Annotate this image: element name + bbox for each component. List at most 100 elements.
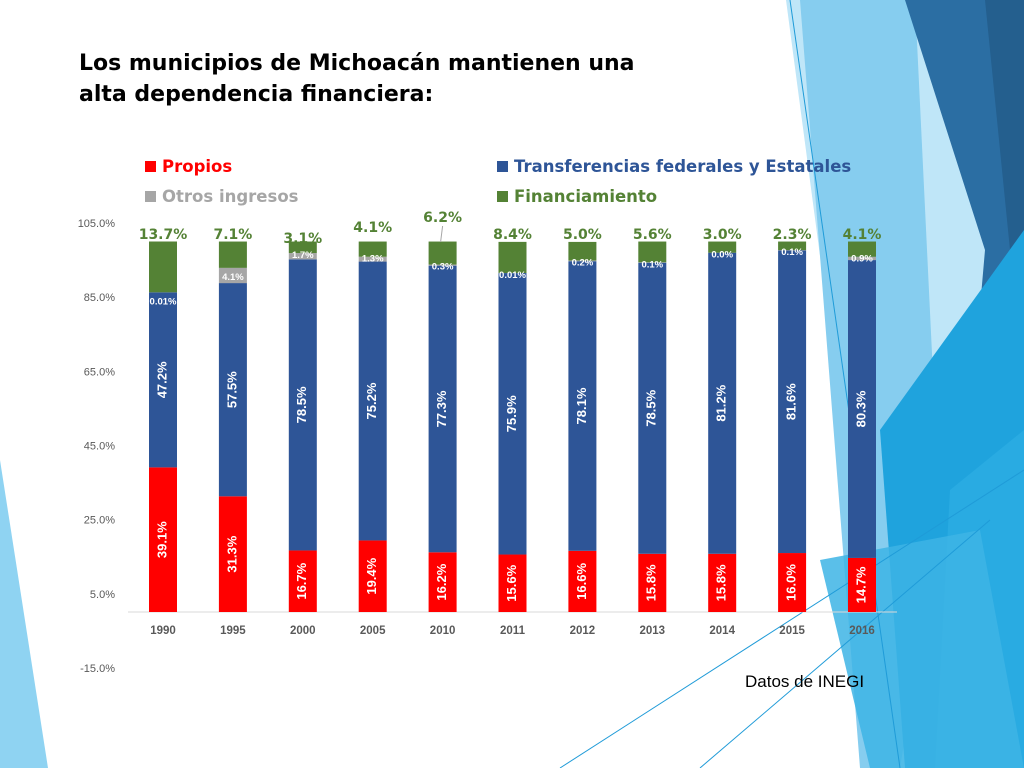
bar-propios-2016 bbox=[848, 557, 876, 612]
label-leader-line bbox=[440, 225, 444, 243]
data-label-propios-1990: 39.1% bbox=[154, 521, 169, 558]
data-label-financiamiento-2013: 5.6% bbox=[633, 227, 672, 243]
bar-propios-2012 bbox=[568, 550, 597, 612]
legend-swatch-otros bbox=[145, 191, 156, 202]
data-label-otros-2010: 0.3% bbox=[432, 262, 454, 273]
bar-otros-2005 bbox=[358, 256, 387, 262]
legend-item-otros: Otros ingresos bbox=[145, 187, 298, 206]
legend-label-financiamiento: Financiamiento bbox=[514, 187, 658, 206]
data-label-otros-2015: 0.1% bbox=[781, 247, 803, 258]
data-label-propios-2012: 16.6% bbox=[574, 563, 589, 600]
bar-propios-2000 bbox=[288, 550, 317, 612]
data-label-transferencias-2015: 81.6% bbox=[784, 383, 799, 420]
bar-otros-2016 bbox=[848, 256, 876, 261]
data-label-financiamiento-2011: 8.4% bbox=[493, 227, 532, 243]
data-label-propios-2013: 15.8% bbox=[644, 564, 659, 601]
bar-propios-1990 bbox=[149, 467, 177, 612]
data-label-propios-2014: 15.8% bbox=[714, 564, 729, 601]
data-label-financiamiento-2014: 3.0% bbox=[703, 227, 742, 243]
data-label-otros-1995: 4.1% bbox=[222, 272, 244, 283]
y-tick-label: 105.0% bbox=[78, 218, 116, 230]
legend-label-otros: Otros ingresos bbox=[162, 187, 299, 206]
legend-swatch-transferencias bbox=[497, 161, 508, 172]
data-label-transferencias-1995: 57.5% bbox=[224, 371, 239, 408]
legend-item-transferencias: Transferencias federales y Estatales bbox=[497, 157, 851, 176]
data-label-transferencias-2011: 75.9% bbox=[504, 395, 519, 432]
bar-financiamiento-2016 bbox=[848, 241, 876, 257]
bar-financiamiento-1995 bbox=[218, 241, 247, 268]
bar-propios-2011 bbox=[498, 554, 527, 612]
data-label-propios-2010: 16.2% bbox=[434, 563, 449, 600]
decor-thin-line bbox=[789, 0, 901, 768]
data-label-otros-1990: 0.01% bbox=[150, 296, 177, 307]
bar-propios-2005 bbox=[358, 540, 387, 612]
bar-propios-1995 bbox=[218, 496, 247, 612]
slide-title: Los municipios de Michoacán mantienen un… bbox=[79, 48, 699, 110]
bar-transferencias-2000 bbox=[288, 259, 317, 551]
y-tick-label: 85.0% bbox=[84, 292, 115, 304]
bar-otros-2012 bbox=[568, 260, 597, 262]
bar-propios-2013 bbox=[638, 553, 667, 612]
bar-transferencias-1995 bbox=[218, 283, 247, 497]
bar-propios-2014 bbox=[708, 553, 737, 612]
y-tick-label: 25.0% bbox=[84, 515, 115, 527]
bar-transferencias-2012 bbox=[568, 261, 597, 551]
bar-otros-2000 bbox=[288, 253, 317, 260]
x-tick-label: 2016 bbox=[849, 625, 875, 637]
x-tick-label: 2011 bbox=[500, 625, 526, 637]
bar-transferencias-2013 bbox=[638, 262, 667, 554]
data-label-otros-2011: 0.01% bbox=[499, 270, 526, 281]
bar-financiamiento-2013 bbox=[638, 241, 667, 263]
legend-label-transferencias: Transferencias federales y Estatales bbox=[514, 157, 852, 176]
bar-financiamiento-2000 bbox=[288, 241, 317, 254]
data-label-otros-2016: 0.9% bbox=[851, 254, 873, 265]
data-label-financiamiento-2000: 3.1% bbox=[283, 231, 322, 247]
bar-otros-1995 bbox=[218, 267, 247, 284]
data-label-transferencias-2012: 78.1% bbox=[574, 387, 589, 424]
x-tick-label: 1995 bbox=[220, 625, 246, 637]
bar-propios-2010 bbox=[428, 552, 457, 612]
x-tick-label: 2013 bbox=[640, 625, 666, 637]
data-label-propios-2005: 19.4% bbox=[364, 557, 379, 594]
data-label-financiamiento-1995: 7.1% bbox=[213, 227, 252, 243]
data-label-financiamiento-2012: 5.0% bbox=[563, 227, 602, 243]
data-label-otros-2000: 1.7% bbox=[292, 250, 314, 261]
bar-transferencias-2010 bbox=[428, 265, 457, 553]
data-label-propios-1995: 31.3% bbox=[224, 535, 239, 572]
data-label-financiamiento-2015: 2.3% bbox=[773, 227, 812, 243]
x-tick-label: 2012 bbox=[570, 625, 596, 637]
bar-transferencias-2014 bbox=[708, 252, 737, 554]
bar-financiamiento-2005 bbox=[358, 241, 387, 257]
legend-item-propios: Propios bbox=[145, 157, 232, 176]
x-tick-label: 2010 bbox=[430, 625, 456, 637]
y-tick-label: 5.0% bbox=[90, 589, 115, 601]
bar-financiamiento-2015 bbox=[778, 241, 807, 251]
data-label-otros-2014: 0.0% bbox=[711, 250, 733, 261]
bar-transferencias-1990 bbox=[149, 292, 177, 468]
data-label-transferencias-2005: 75.2% bbox=[364, 382, 379, 419]
x-tick-label: 2014 bbox=[709, 625, 735, 637]
x-tick-label: 2015 bbox=[779, 625, 805, 637]
data-label-otros-2012: 0.2% bbox=[572, 257, 594, 268]
decor-thin-line-3 bbox=[699, 519, 991, 768]
data-label-propios-2016: 14.7% bbox=[853, 566, 868, 603]
data-label-transferencias-2000: 78.5% bbox=[294, 386, 309, 423]
data-label-otros-2005: 1.3% bbox=[362, 254, 384, 265]
data-label-transferencias-2016: 80.3% bbox=[853, 390, 868, 427]
bar-financiamiento-2012 bbox=[568, 241, 597, 261]
data-label-otros-2013: 0.1% bbox=[641, 259, 663, 270]
data-label-propios-2000: 16.7% bbox=[294, 562, 309, 599]
data-label-transferencias-1990: 47.2% bbox=[154, 361, 169, 398]
x-tick-label: 2005 bbox=[360, 625, 386, 637]
data-label-financiamiento-2010: 6.2% bbox=[423, 210, 462, 226]
bar-transferencias-2016 bbox=[848, 260, 876, 558]
bar-financiamiento-1990 bbox=[149, 241, 177, 293]
bar-transferencias-2011 bbox=[498, 273, 527, 555]
slide-title-line-1: Los municipios de Michoacán mantienen un… bbox=[79, 51, 635, 76]
bar-otros-2010 bbox=[428, 264, 457, 266]
bar-financiamiento-2010 bbox=[428, 241, 457, 265]
legend-item-financiamiento: Financiamiento bbox=[497, 187, 657, 206]
data-label-propios-2015: 16.0% bbox=[784, 564, 799, 601]
x-tick-label: 1990 bbox=[150, 625, 176, 637]
